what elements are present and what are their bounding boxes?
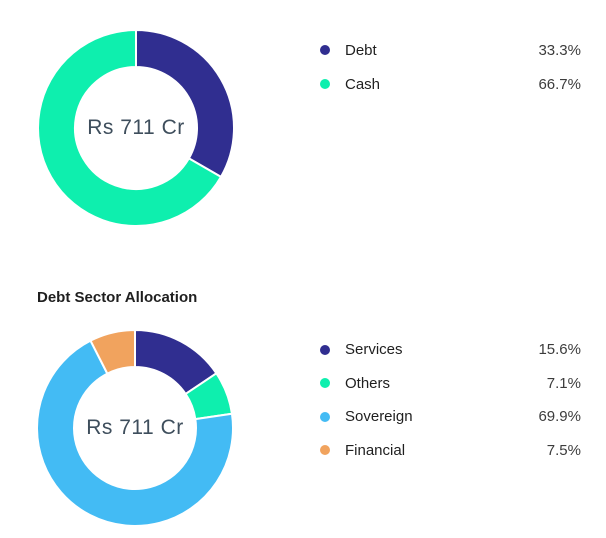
legend-item-others[interactable]: Others 7.1%: [320, 367, 581, 401]
debt-sector-allocation-title: Debt Sector Allocation: [37, 289, 198, 306]
legend-value-others: 7.1%: [546, 374, 581, 392]
legend-dot-services-icon: [320, 344, 330, 355]
legend-item-cash[interactable]: Cash 66.7%: [320, 67, 581, 101]
legend-value-sovereign: 69.9%: [538, 408, 581, 426]
donut-segment-sovereign[interactable]: [36, 339, 234, 527]
asset-allocation-donut: Rs 711 Cr: [37, 29, 235, 227]
legend-dot-sovereign-icon: [320, 411, 330, 422]
legend-label-cash: Cash: [345, 75, 381, 93]
legend-value-financial: 7.5%: [546, 441, 581, 459]
asset-allocation-donut-svg[interactable]: [37, 29, 235, 227]
legend-item-sovereign[interactable]: Sovereign 69.9%: [320, 400, 581, 434]
legend-label-debt: Debt: [345, 41, 377, 59]
debt-sector-legend: Services 15.6% Others 7.1% Sovereign 69.…: [320, 333, 581, 467]
legend-label-others: Others: [345, 374, 391, 392]
legend-value-debt: 33.3%: [538, 41, 581, 59]
legend-item-debt[interactable]: Debt 33.3%: [320, 33, 581, 67]
donut-segment-cash[interactable]: [37, 29, 222, 227]
debt-sector-donut-svg[interactable]: [36, 329, 234, 527]
legend-dot-cash-icon: [320, 79, 330, 89]
asset-allocation-legend: Debt 33.3% Cash 66.7%: [320, 33, 581, 101]
donut-segment-financial[interactable]: [89, 329, 136, 375]
legend-label-financial: Financial: [345, 441, 406, 459]
legend-item-financial[interactable]: Financial 7.5%: [320, 434, 581, 468]
legend-dot-financial-icon: [320, 445, 330, 456]
legend-value-cash: 66.7%: [538, 75, 581, 93]
debt-sector-donut: Rs 711 Cr: [36, 329, 234, 527]
legend-dot-debt-icon: [320, 45, 330, 55]
legend-item-services[interactable]: Services 15.6%: [320, 333, 581, 367]
legend-label-services: Services: [345, 341, 403, 359]
legend-label-sovereign: Sovereign: [345, 408, 413, 426]
legend-value-services: 15.6%: [538, 341, 581, 359]
donut-segment-debt[interactable]: [135, 29, 235, 178]
legend-dot-others-icon: [320, 378, 330, 389]
